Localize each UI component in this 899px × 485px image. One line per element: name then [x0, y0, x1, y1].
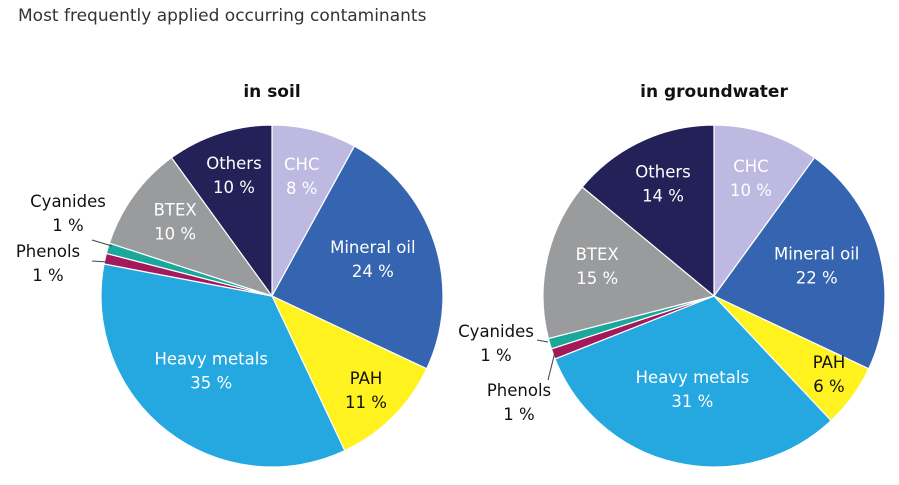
pie-slice-mineral-oil [271, 145, 444, 370]
slice-label-others: Others [206, 154, 261, 173]
slice-label-pah: PAH [813, 353, 846, 372]
pie-slice-others [581, 124, 715, 298]
slice-label-cyanides: Cyanides [458, 322, 534, 341]
pie-slice-chc [713, 124, 816, 298]
slice-value-chc: 8 % [286, 179, 317, 198]
slice-value-phenols: 1 % [32, 266, 63, 285]
pie-slice-btex [542, 186, 716, 340]
slice-label-others: Others [635, 163, 690, 182]
slice-value-btex: 10 % [154, 225, 196, 244]
slice-label-pah: PAH [350, 369, 383, 388]
slice-label-heavy-metals: Heavy metals [636, 368, 749, 387]
slice-value-heavy-metals: 31 % [671, 392, 713, 411]
leader-line [547, 351, 556, 381]
slice-value-mineral-oil: 22 % [796, 269, 838, 288]
slice-value-cyanides: 1 % [52, 216, 83, 235]
pie-slice-btex [108, 156, 274, 298]
slice-value-phenols: 1 % [503, 405, 534, 424]
pie-chart-soil: in soil CHC 8 % Mineral oil 24 % PAH 11 % Heavy… [16, 82, 444, 468]
slice-value-mineral-oil: 24 % [352, 262, 394, 281]
slice-label-btex: BTEX [154, 201, 197, 220]
slice-label-chc: CHC [284, 155, 319, 174]
slice-value-cyanides: 1 % [480, 346, 511, 365]
pie-slice-heavy-metals [100, 263, 346, 468]
slice-value-others: 10 % [213, 178, 255, 197]
pie-slice-others [170, 124, 273, 298]
pie-chart-groundwater: in groundwater CHC 10 % Mineral oil 22 % PAH 6… [458, 82, 886, 468]
slice-label-cyanides: Cyanides [30, 192, 106, 211]
slice-label-btex: BTEX [576, 245, 619, 264]
slice-label-chc: CHC [733, 157, 768, 176]
pie-slice-pah [270, 294, 428, 452]
chart-title: in groundwater [640, 82, 788, 102]
page-title: Most frequently applied occurring contam… [18, 6, 427, 26]
slice-value-others: 14 % [642, 187, 684, 206]
slice-value-btex: 15 % [576, 269, 618, 288]
leader-line [91, 260, 109, 263]
chart-title: in soil [243, 82, 300, 102]
slice-value-chc: 10 % [730, 181, 772, 200]
slice-value-heavy-metals: 35 % [190, 373, 232, 392]
pie-slice-heavy-metals [554, 295, 832, 468]
slice-value-pah: 11 % [345, 393, 387, 412]
slice-value-pah: 6 % [813, 377, 844, 396]
slice-label-mineral-oil: Mineral oil [774, 245, 859, 264]
slice-label-phenols: Phenols [487, 381, 551, 400]
slice-label-phenols: Phenols [16, 242, 80, 261]
leader-line [91, 239, 113, 247]
leader-line [536, 339, 549, 343]
slice-label-heavy-metals: Heavy metals [154, 349, 267, 368]
slice-label-mineral-oil: Mineral oil [330, 238, 415, 257]
